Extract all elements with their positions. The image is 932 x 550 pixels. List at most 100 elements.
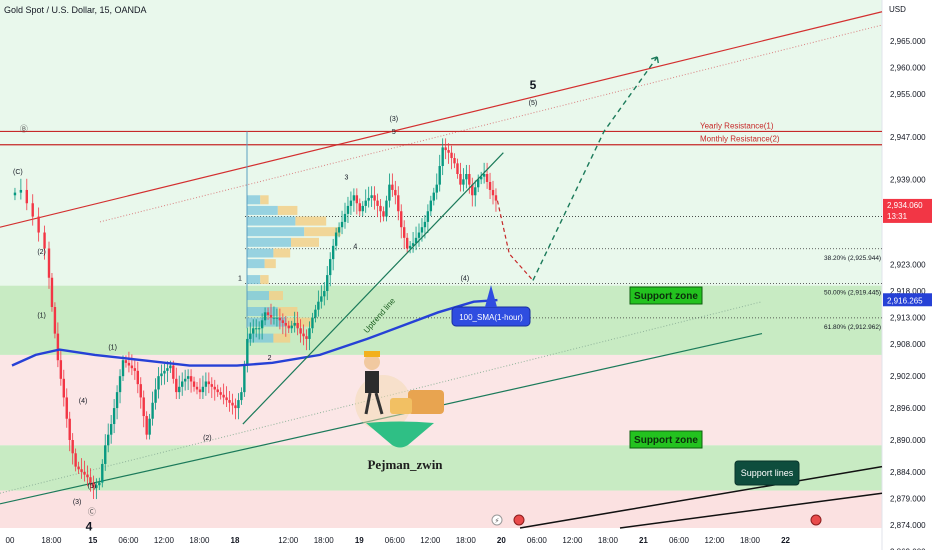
candle-body — [109, 424, 113, 435]
candle-body — [228, 400, 231, 403]
x-tick-label: 18:00 — [314, 536, 335, 545]
last-price-tag — [883, 198, 932, 223]
candle-body — [299, 328, 302, 334]
candle-body — [89, 477, 92, 483]
wave-label: (5) — [529, 100, 538, 107]
candle-body — [181, 381, 184, 387]
candle-body — [379, 205, 382, 212]
wave-label: 3 — [345, 174, 349, 181]
candle-body — [166, 368, 169, 371]
candle-body — [62, 378, 65, 398]
candle-body — [391, 184, 394, 190]
candle-body — [240, 392, 243, 401]
candle-body — [488, 181, 492, 190]
volume-profile-bar — [273, 333, 291, 343]
candle-body — [317, 301, 320, 310]
y-tick-label: 2,879.000 — [890, 495, 926, 504]
candle-body — [453, 158, 456, 164]
candle-body — [400, 211, 403, 228]
candle-body — [438, 166, 441, 185]
candle-body — [107, 434, 110, 446]
x-tick-label: 18:00 — [189, 536, 210, 545]
y-tick-label: 2,947.000 — [890, 133, 926, 142]
candle-body — [485, 174, 489, 182]
candle-body — [53, 307, 57, 334]
candle-body — [364, 200, 367, 206]
candle-body — [361, 205, 364, 212]
candle-body — [222, 394, 225, 398]
candle-body — [71, 440, 74, 454]
x-tick-label: 12:00 — [704, 536, 725, 545]
candle-body — [459, 174, 462, 185]
candle-body — [311, 317, 314, 329]
support-zone-label-box — [629, 430, 703, 449]
candle-body — [414, 237, 418, 244]
candle-body — [237, 400, 240, 409]
volume-profile-bar — [247, 333, 274, 343]
candle-body — [287, 325, 290, 329]
candle-body — [216, 389, 219, 393]
last-price-value: 2,934.060 — [887, 201, 923, 210]
candle-body — [373, 195, 376, 201]
volume-profile-bar — [269, 291, 283, 301]
candle-body — [142, 397, 145, 417]
support-line-2 — [619, 492, 883, 529]
candle-body — [444, 147, 447, 151]
candle-body — [397, 195, 400, 212]
x-tick-label: 06:00 — [118, 536, 139, 545]
event-flag-icon — [513, 514, 525, 526]
candle-body — [43, 232, 46, 249]
support-line-1 — [519, 465, 883, 529]
x-tick-label: 15 — [88, 536, 97, 545]
event-lightning-icon — [491, 514, 503, 526]
candle-body — [56, 333, 60, 361]
gold-pile — [408, 390, 444, 414]
candle-body — [112, 408, 116, 425]
candle-body — [494, 195, 498, 201]
currency-label[interactable]: USD — [889, 5, 906, 14]
x-tick-label: 12:00 — [278, 536, 299, 545]
projection-down — [496, 200, 534, 281]
candle-body — [305, 336, 308, 339]
candle-body — [334, 232, 338, 246]
wave-label: (2) — [203, 435, 212, 442]
fib-label: 50.00% (2,919.445) — [824, 289, 881, 296]
candle-body — [243, 365, 246, 393]
candle-body — [263, 312, 267, 321]
volume-profile-bar — [247, 259, 265, 269]
volume-profile-bar — [247, 275, 261, 285]
volume-profile-bar — [247, 307, 278, 316]
candle-body — [31, 203, 34, 217]
candle-body — [429, 200, 433, 212]
volume-profile-bar — [277, 205, 298, 215]
candle-body — [252, 328, 255, 334]
x-tick-label: 18:00 — [598, 536, 619, 545]
lower-band — [0, 490, 882, 528]
candle-body — [491, 189, 495, 196]
wave-label-major: 4 — [86, 519, 93, 533]
wave-label: (5) — [88, 483, 97, 490]
candle-body — [474, 187, 477, 196]
candle-body — [234, 405, 237, 409]
support-lines-label: Support lines — [741, 468, 794, 478]
candle-body — [255, 328, 258, 330]
candle-body — [432, 192, 435, 201]
x-tick-label: 12:00 — [154, 536, 175, 545]
wave-label: 4 — [353, 243, 357, 250]
resistance-label: Monthly Resistance(2) — [700, 135, 780, 144]
candle-body — [358, 203, 361, 212]
candle-body — [50, 277, 54, 307]
x-tick-label: 18 — [231, 536, 240, 545]
wave-label: 2 — [268, 355, 272, 362]
wave-label: (3) — [390, 116, 399, 123]
candle-body — [225, 397, 228, 401]
candle-body — [447, 150, 450, 153]
candle-body — [417, 232, 421, 238]
candle-body — [408, 245, 412, 249]
wave-glyph: Ⓒ — [88, 507, 96, 516]
candle-body — [266, 312, 270, 315]
volume-profile-bar — [247, 248, 274, 258]
candle-body — [172, 365, 175, 379]
x-tick-label: 20 — [497, 536, 506, 545]
